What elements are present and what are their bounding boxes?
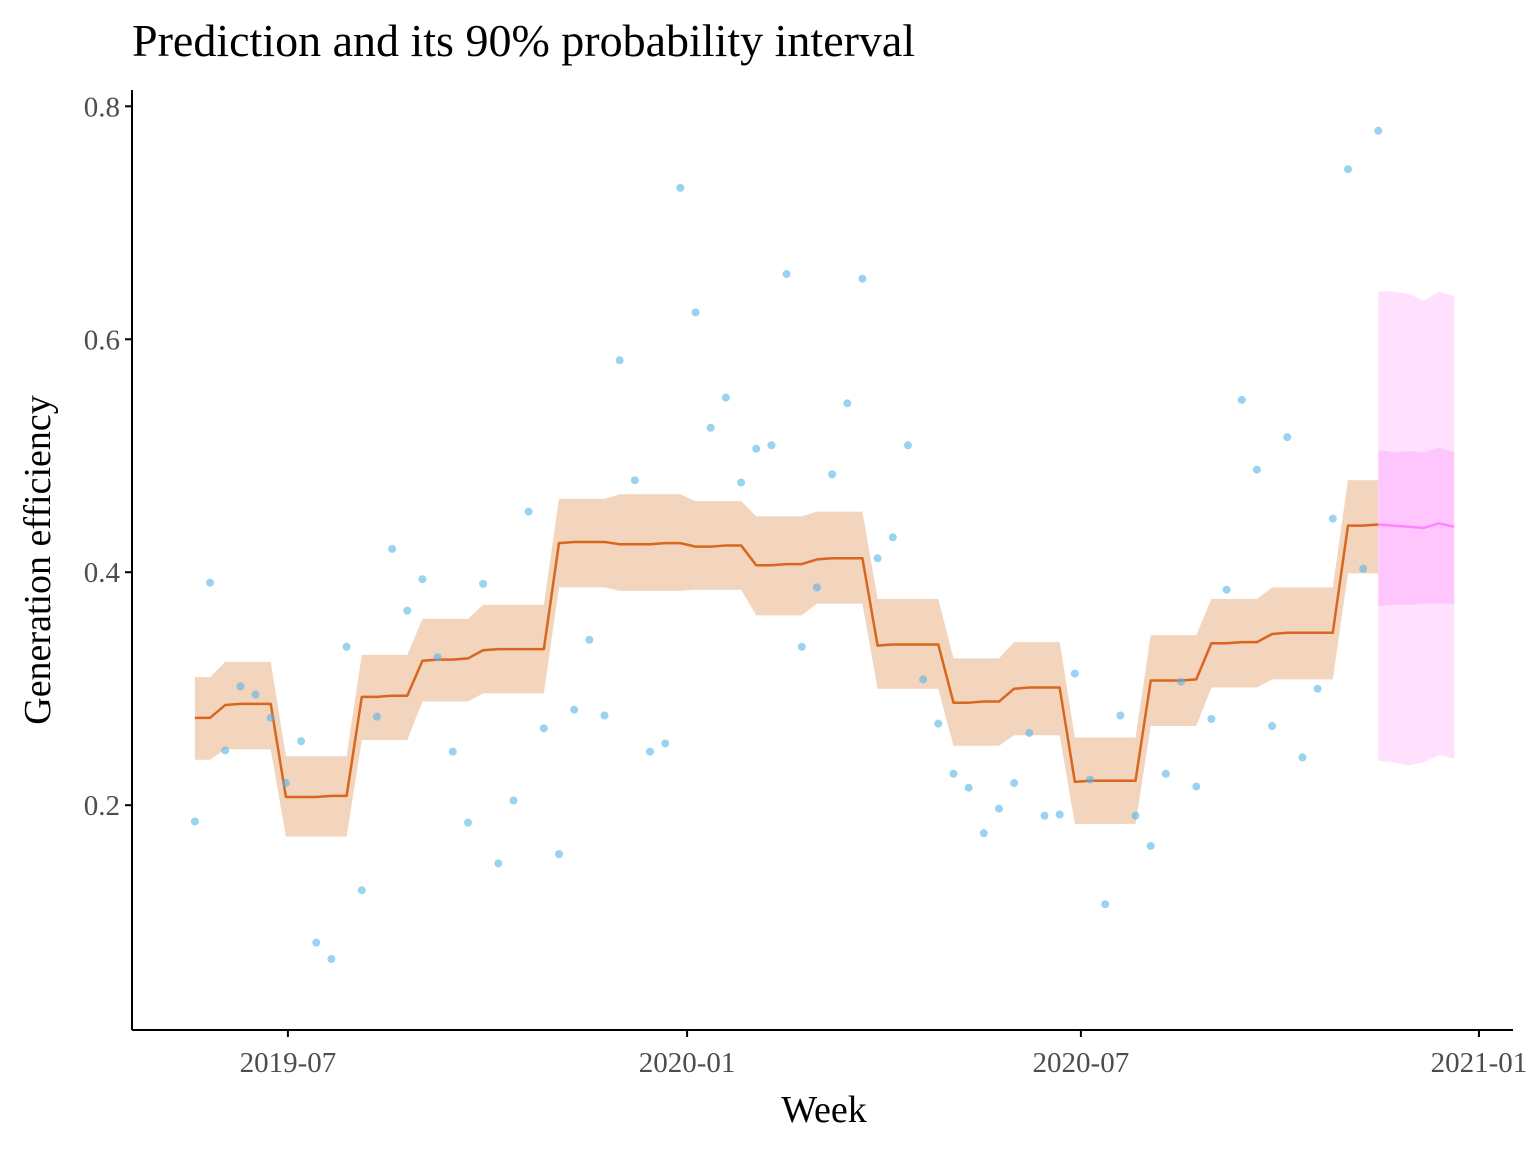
data-point: [1374, 126, 1383, 135]
data-point: [737, 478, 746, 487]
data-point: [524, 507, 533, 516]
data-point: [949, 769, 958, 778]
data-point: [388, 544, 397, 553]
data-point: [312, 938, 321, 947]
data-point: [463, 818, 472, 827]
data-point: [1055, 810, 1064, 819]
data-point: [828, 470, 837, 479]
data-point: [615, 356, 624, 365]
data-point: [1040, 811, 1049, 820]
x-tick-label: 2020-01: [639, 1047, 736, 1079]
data-point: [1283, 433, 1292, 442]
data-point: [812, 583, 821, 592]
data-point: [1085, 775, 1094, 784]
data-point: [1252, 465, 1261, 474]
data-point: [236, 682, 245, 691]
data-point: [934, 719, 943, 728]
data-point: [1025, 728, 1034, 737]
data-point: [888, 533, 897, 542]
data-point: [1298, 753, 1307, 762]
data-point: [964, 783, 973, 792]
y-tick-label: 0.8: [84, 91, 120, 123]
data-point: [630, 476, 639, 485]
data-point: [1237, 395, 1246, 404]
data-point: [266, 713, 275, 722]
data-point: [797, 642, 806, 651]
data-point: [1359, 564, 1368, 573]
data-point: [721, 393, 730, 402]
chart-title: Prediction and its 90% probability inter…: [132, 15, 915, 66]
data-point: [281, 779, 290, 788]
data-point: [858, 274, 867, 283]
data-point: [251, 690, 260, 699]
forecast-line: [1378, 522, 1455, 530]
data-point: [646, 747, 655, 756]
data-point: [1070, 669, 1079, 678]
data-point: [221, 746, 230, 755]
data-point: [297, 737, 306, 746]
data-point: [843, 399, 852, 408]
data-point: [600, 711, 609, 720]
data-point: [418, 575, 427, 584]
x-tick-label: 2021-01: [1431, 1047, 1528, 1079]
data-point: [554, 850, 563, 859]
data-point: [509, 796, 518, 805]
data-point: [539, 724, 548, 733]
data-point: [585, 635, 594, 644]
data-point: [1146, 841, 1155, 850]
y-axis-label: Generation efficiency: [17, 395, 59, 725]
data-point: [873, 554, 882, 563]
data-point: [691, 308, 700, 317]
data-point: [995, 804, 1004, 813]
y-tick-label: 0.4: [84, 557, 121, 589]
data-point: [1177, 677, 1186, 686]
data-point: [190, 817, 199, 826]
data-point: [676, 183, 685, 192]
data-point: [403, 606, 412, 615]
data-point: [1192, 782, 1201, 791]
data-point: [1101, 900, 1110, 909]
data-point: [1268, 721, 1277, 730]
data-point: [357, 886, 366, 895]
data-point: [661, 739, 670, 748]
data-point: [782, 270, 791, 279]
data-point: [1222, 585, 1231, 594]
data-point: [919, 675, 928, 684]
data-point: [1131, 811, 1140, 820]
data-point: [752, 444, 761, 453]
data-point: [767, 441, 776, 450]
x-tick-label: 2020-07: [1033, 1047, 1130, 1079]
data-point: [448, 747, 457, 756]
data-point: [903, 441, 912, 450]
y-tick-label: 0.6: [84, 324, 120, 356]
data-point: [706, 423, 715, 432]
data-point: [342, 642, 351, 651]
data-point: [979, 829, 988, 838]
data-point: [1010, 779, 1019, 788]
data-point: [570, 705, 579, 714]
x-axis-label: Week: [781, 1089, 867, 1131]
data-point: [1161, 769, 1170, 778]
data-point: [206, 578, 215, 587]
data-point: [494, 859, 503, 868]
x-tick-label: 2019-07: [240, 1047, 337, 1079]
data-point: [372, 712, 381, 721]
data-point: [1328, 514, 1337, 523]
data-point: [1116, 711, 1125, 720]
data-point: [479, 579, 488, 588]
data-point: [1343, 165, 1352, 174]
data-point: [1313, 684, 1322, 693]
y-tick-label: 0.2: [84, 790, 120, 822]
data-point: [327, 954, 336, 963]
prediction-band: [194, 480, 1379, 837]
data-point: [433, 653, 442, 662]
data-point: [1207, 714, 1216, 723]
